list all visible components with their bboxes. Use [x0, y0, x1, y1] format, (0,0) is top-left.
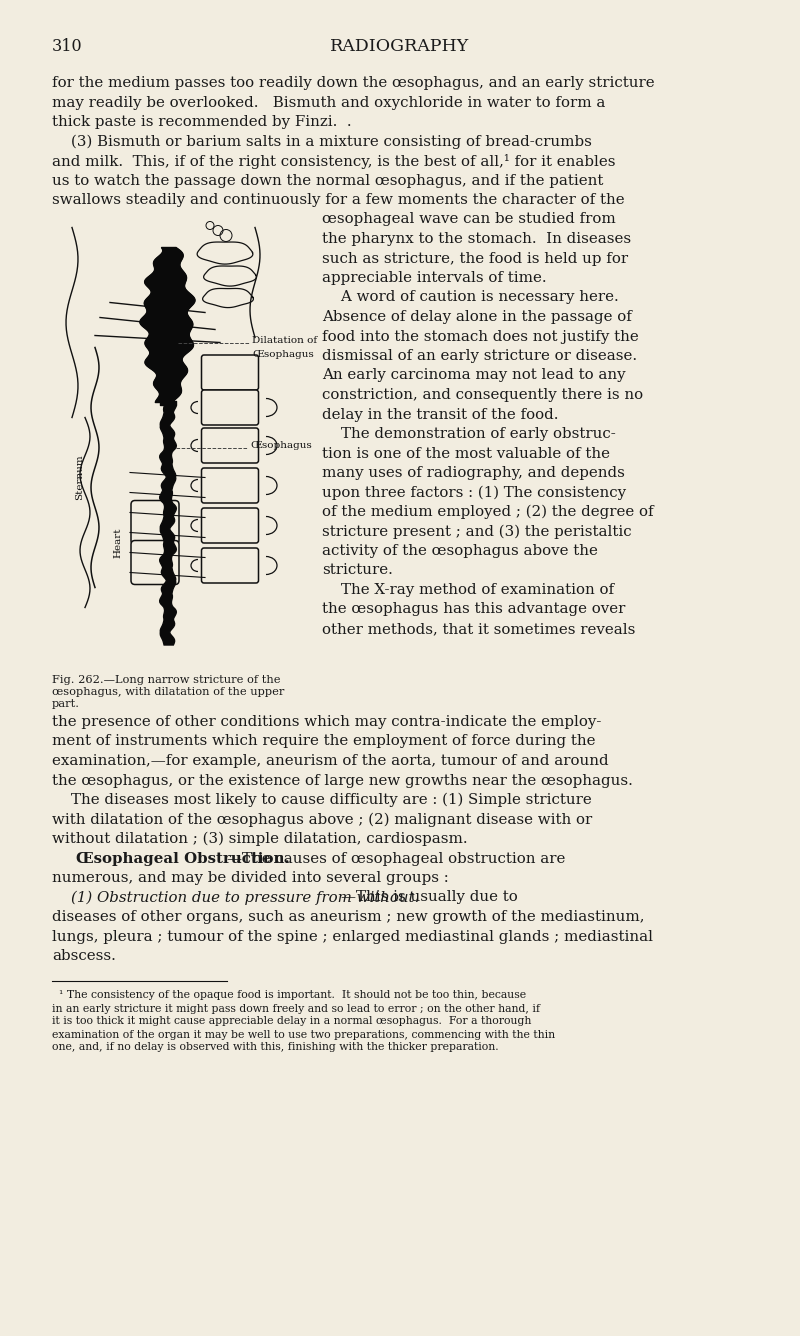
- FancyBboxPatch shape: [202, 508, 258, 542]
- Text: examination of the organ it may be well to use two preparations, commencing with: examination of the organ it may be well …: [52, 1030, 555, 1039]
- Text: Dilatation of: Dilatation of: [252, 335, 317, 345]
- Text: œsophagus, with dilatation of the upper: œsophagus, with dilatation of the upper: [52, 687, 284, 697]
- Polygon shape: [160, 399, 176, 645]
- Text: An early carcinoma may not lead to any: An early carcinoma may not lead to any: [322, 369, 626, 382]
- Text: such as stricture, the food is held up for: such as stricture, the food is held up f…: [322, 251, 628, 266]
- Text: The X-ray method of examination of: The X-ray method of examination of: [322, 582, 614, 597]
- Text: 310: 310: [52, 37, 82, 55]
- Text: food into the stomach does not justify the: food into the stomach does not justify t…: [322, 330, 638, 343]
- Text: Œsophagus: Œsophagus: [250, 441, 312, 450]
- Text: lungs, pleura ; tumour of the spine ; enlarged mediastinal glands ; mediastinal: lungs, pleura ; tumour of the spine ; en…: [52, 930, 653, 943]
- Text: tion is one of the most valuable of the: tion is one of the most valuable of the: [322, 446, 610, 461]
- FancyBboxPatch shape: [202, 468, 258, 502]
- Text: œsophageal wave can be studied from: œsophageal wave can be studied from: [322, 212, 616, 227]
- Text: stricture.: stricture.: [322, 564, 393, 577]
- Text: stricture present ; and (3) the peristaltic: stricture present ; and (3) the peristal…: [322, 525, 632, 538]
- Text: (3) Bismuth or barium salts in a mixture consisting of bread-crumbs: (3) Bismuth or barium salts in a mixture…: [52, 135, 592, 148]
- Text: Œsophageal Obstruction.: Œsophageal Obstruction.: [76, 851, 290, 866]
- Text: Heart: Heart: [114, 528, 122, 557]
- Text: for the medium passes too readily down the œsophagus, and an early stricture: for the medium passes too readily down t…: [52, 76, 654, 90]
- Text: A word of caution is necessary here.: A word of caution is necessary here.: [322, 290, 618, 305]
- FancyBboxPatch shape: [202, 355, 258, 390]
- Text: part.: part.: [52, 699, 80, 709]
- Text: it is too thick it might cause appreciable delay in a normal œsophagus.  For a t: it is too thick it might cause appreciab…: [52, 1017, 531, 1026]
- Text: and milk.  This, if of the right consistency, is the best of all,¹ for it enable: and milk. This, if of the right consiste…: [52, 154, 615, 168]
- Text: one, and, if no delay is observed with this, finishing with the thicker preparat: one, and, if no delay is observed with t…: [52, 1042, 498, 1053]
- Text: with dilatation of the œsophagus above ; (2) malignant disease with or: with dilatation of the œsophagus above ;…: [52, 812, 592, 827]
- Text: the œsophagus has this advantage over: the œsophagus has this advantage over: [322, 603, 626, 616]
- Text: in an early stricture it might pass down freely and so lead to error ; on the ot: in an early stricture it might pass down…: [52, 1003, 540, 1014]
- Text: thick paste is recommended by Finzi.  .: thick paste is recommended by Finzi. .: [52, 115, 352, 130]
- Text: constriction, and consequently there is no: constriction, and consequently there is …: [322, 387, 643, 402]
- Text: other methods, that it sometimes reveals: other methods, that it sometimes reveals: [322, 623, 635, 636]
- Text: —The causes of œsophageal obstruction are: —The causes of œsophageal obstruction ar…: [226, 851, 565, 866]
- FancyBboxPatch shape: [131, 501, 179, 545]
- Text: ment of instruments which require the employment of force during the: ment of instruments which require the em…: [52, 735, 595, 748]
- FancyBboxPatch shape: [202, 548, 258, 582]
- FancyBboxPatch shape: [202, 390, 258, 425]
- Text: ¹ The consistency of the opaque food is important.  It should not be too thin, b: ¹ The consistency of the opaque food is …: [52, 990, 526, 1001]
- Text: upon three factors : (1) The consistency: upon three factors : (1) The consistency: [322, 485, 626, 500]
- Text: Œsophagus: Œsophagus: [252, 350, 314, 359]
- Text: RADIOGRAPHY: RADIOGRAPHY: [330, 37, 470, 55]
- Text: dismissal of an early stricture or disease.: dismissal of an early stricture or disea…: [322, 349, 637, 363]
- Polygon shape: [140, 247, 195, 402]
- Text: the pharynx to the stomach.  In diseases: the pharynx to the stomach. In diseases: [322, 232, 631, 246]
- Text: The demonstration of early obstruc-: The demonstration of early obstruc-: [322, 428, 616, 441]
- Text: The diseases most likely to cause difficulty are : (1) Simple stricture: The diseases most likely to cause diffic…: [52, 794, 592, 807]
- Text: Fig. 262.—Long narrow stricture of the: Fig. 262.—Long narrow stricture of the: [52, 675, 281, 685]
- Text: many uses of radiography, and depends: many uses of radiography, and depends: [322, 466, 625, 480]
- Text: activity of the œsophagus above the: activity of the œsophagus above the: [322, 544, 598, 558]
- Text: us to watch the passage down the normal œsophagus, and if the patient: us to watch the passage down the normal …: [52, 174, 603, 187]
- Text: without dilatation ; (3) simple dilatation, cardiospasm.: without dilatation ; (3) simple dilatati…: [52, 832, 468, 847]
- Text: delay in the transit of the food.: delay in the transit of the food.: [322, 407, 558, 421]
- Text: numerous, and may be divided into several groups :: numerous, and may be divided into severa…: [52, 871, 449, 884]
- Text: Sternum: Sternum: [75, 454, 85, 500]
- Text: examination,—for example, aneurism of the aorta, tumour of and around: examination,—for example, aneurism of th…: [52, 754, 609, 768]
- Text: the œsophagus, or the existence of large new growths near the œsophagus.: the œsophagus, or the existence of large…: [52, 774, 633, 787]
- Text: diseases of other organs, such as aneurism ; new growth of the mediastinum,: diseases of other organs, such as aneuri…: [52, 910, 645, 925]
- FancyBboxPatch shape: [131, 541, 179, 585]
- Text: abscess.: abscess.: [52, 949, 116, 963]
- Text: swallows steadily and continuously for a few moments the character of the: swallows steadily and continuously for a…: [52, 192, 625, 207]
- Text: —This is usually due to: —This is usually due to: [341, 891, 518, 904]
- Text: of the medium employed ; (2) the degree of: of the medium employed ; (2) the degree …: [322, 505, 654, 520]
- Text: (1) Obstruction due to pressure from without.: (1) Obstruction due to pressure from wit…: [52, 891, 419, 904]
- Text: Absence of delay alone in the passage of: Absence of delay alone in the passage of: [322, 310, 632, 325]
- Text: appreciable intervals of time.: appreciable intervals of time.: [322, 271, 546, 285]
- FancyBboxPatch shape: [202, 428, 258, 464]
- Text: the presence of other conditions which may contra-indicate the employ-: the presence of other conditions which m…: [52, 715, 602, 729]
- Text: may readily be overlooked.   Bismuth and oxychloride in water to form a: may readily be overlooked. Bismuth and o…: [52, 95, 606, 110]
